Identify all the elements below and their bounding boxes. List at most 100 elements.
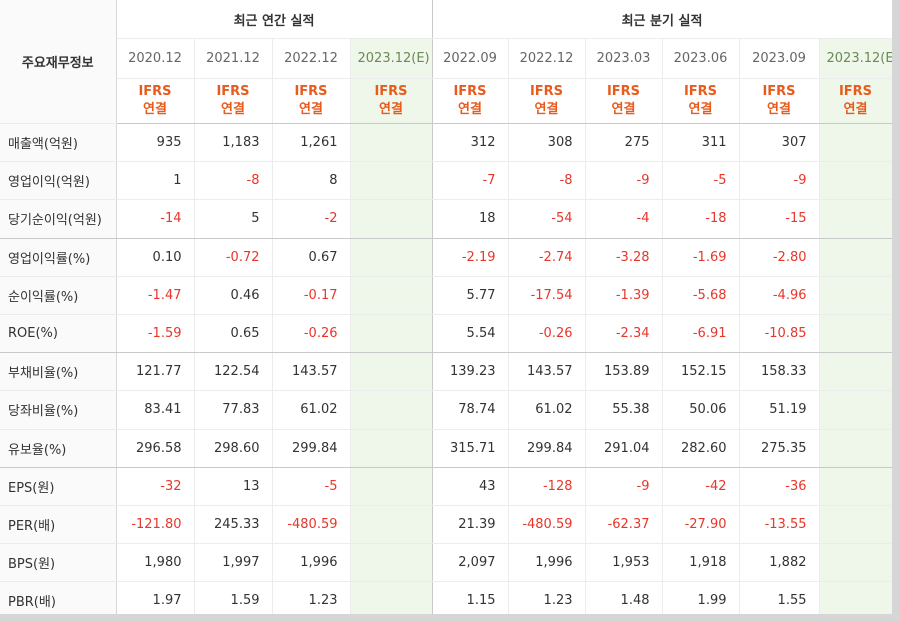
quarterly-value-cell: -17.54 [508, 276, 586, 315]
annual-period-header: 2023.12(E) [350, 38, 433, 79]
annual-value-cell: 245.33 [194, 505, 273, 545]
annual-value-cell: 77.83 [194, 390, 273, 430]
financial-summary-panel: 주요재무정보 최근 연간 실적 최근 분기 실적 2020.12 2021.12 2… [0, 0, 892, 614]
annual-value-cell: 121.77 [116, 352, 195, 392]
quarterly-value-cell: -27.90 [662, 505, 740, 545]
annual-value-cell [350, 314, 433, 354]
annual-value-cell: 1,183 [194, 123, 273, 163]
annual-value-cell [350, 543, 433, 583]
annual-value-cell: 1,997 [194, 543, 273, 583]
ifrs-label-bottom: 연결 [143, 102, 167, 117]
ifrs-label-top: IFRS [374, 84, 408, 99]
quarterly-value-cell: 275 [585, 123, 663, 163]
annual-value-cell: -5 [272, 467, 351, 506]
ifrs-label: IFRS 연결 [819, 78, 892, 124]
annual-value-cell [350, 390, 433, 430]
ifrs-label-bottom: 연결 [534, 102, 559, 117]
annual-value-cell: 143.57 [272, 352, 351, 392]
row-label: 영업이익(억원) [0, 161, 117, 201]
ifrs-row: IFRS 연결 IFRS 연결 IFRS 연결 IFRS 연결 IFRS 연결 IFRS 연결 IFRS… [0, 78, 892, 124]
quarterly-value-cell: 153.89 [585, 352, 663, 392]
annual-period-header: 2022.12 [272, 38, 351, 79]
annual-value-cell [350, 352, 433, 392]
ifrs-label-top: IFRS [216, 84, 250, 99]
table-row: PBR(배) 1.97 1.59 1.23 1.15 1.23 1.48 1.99 1.55 [0, 581, 892, 614]
row-label: EPS(원) [0, 467, 117, 506]
quarterly-value-cell: 78.74 [432, 390, 509, 430]
annual-value-cell [350, 199, 433, 239]
annual-value-cell: 1.97 [116, 581, 195, 614]
quarterly-value-cell [819, 467, 892, 506]
quarterly-value-cell: -4 [585, 199, 663, 239]
quarterly-value-cell: -9 [585, 467, 663, 506]
quarterly-value-cell: 308 [508, 123, 586, 163]
ifrs-label-bottom: 연결 [611, 102, 636, 117]
quarterly-value-cell: 50.06 [662, 390, 740, 430]
ifrs-label: IFRS 연결 [116, 78, 195, 124]
annual-value-cell: 0.10 [116, 238, 195, 277]
row-label: 유보율(%) [0, 429, 117, 468]
ifrs-label: IFRS 연결 [585, 78, 663, 124]
quarterly-value-cell: 1,882 [739, 543, 820, 583]
quarterly-value-cell [819, 429, 892, 468]
quarterly-value-cell [819, 505, 892, 545]
ifrs-label-bottom: 연결 [688, 102, 713, 117]
header-group-row: 주요재무정보 최근 연간 실적 최근 분기 실적 [0, 0, 892, 124]
quarterly-value-cell: 51.19 [739, 390, 820, 430]
quarterly-value-cell: 152.15 [662, 352, 740, 392]
annual-value-cell: -1.47 [116, 276, 195, 315]
quarterly-value-cell: 5.77 [432, 276, 509, 315]
quarterly-value-cell: 299.84 [508, 429, 586, 468]
quarterly-value-cell: -18 [662, 199, 740, 239]
ifrs-label-top: IFRS [683, 84, 718, 99]
period-row: 2020.12 2021.12 2022.12 2023.12(E) 2022.09 20… [0, 38, 892, 79]
annual-value-cell [350, 238, 433, 277]
quarterly-value-cell: 1,996 [508, 543, 586, 583]
quarterly-period-header: 2023.09 [739, 38, 820, 79]
quarterly-value-cell: 1.55 [739, 581, 820, 614]
quarterly-value-cell: -8 [508, 161, 586, 201]
annual-period-header: 2021.12 [194, 38, 273, 79]
quarterly-value-cell: 275.35 [739, 429, 820, 468]
quarterly-value-cell: 1,953 [585, 543, 663, 583]
annual-period-header: 2020.12 [116, 38, 195, 79]
annual-value-cell: -0.72 [194, 238, 273, 277]
row-label: 당좌비율(%) [0, 390, 117, 430]
quarterly-value-cell: -9 [739, 161, 820, 201]
annual-value-cell: 299.84 [272, 429, 351, 468]
quarterly-value-cell: -6.91 [662, 314, 740, 354]
annual-value-cell: 1.23 [272, 581, 351, 614]
quarterly-value-cell: 43 [432, 467, 509, 506]
quarterly-value-cell: -4.96 [739, 276, 820, 315]
table-row: 당좌비율(%) 83.41 77.83 61.02 78.74 61.02 55.38 50.… [0, 390, 892, 430]
annual-value-cell: -0.26 [272, 314, 351, 354]
quarterly-value-cell: 158.33 [739, 352, 820, 392]
row-label: PER(배) [0, 505, 117, 545]
annual-value-cell [350, 581, 433, 614]
annual-value-cell: 0.65 [194, 314, 273, 354]
quarterly-value-cell [819, 123, 892, 163]
quarterly-value-cell: -7 [432, 161, 509, 201]
ifrs-label-bottom: 연결 [843, 102, 868, 117]
quarterly-value-cell: -15 [739, 199, 820, 239]
quarterly-title: 최근 분기 실적 [432, 0, 892, 39]
quarterly-value-cell: -62.37 [585, 505, 663, 545]
quarterly-period-header: 2023.12(E) [819, 38, 892, 79]
quarterly-value-cell: -10.85 [739, 314, 820, 354]
quarterly-value-cell: 61.02 [508, 390, 586, 430]
quarterly-value-cell: 1,918 [662, 543, 740, 583]
annual-value-cell: 0.46 [194, 276, 273, 315]
annual-value-cell: 1 [116, 161, 195, 201]
quarterly-value-cell: 1.99 [662, 581, 740, 614]
quarterly-value-cell: 2,097 [432, 543, 509, 583]
row-label: PBR(배) [0, 581, 117, 614]
ifrs-label-top: IFRS [529, 84, 564, 99]
quarterly-value-cell: -54 [508, 199, 586, 239]
quarterly-value-cell: 311 [662, 123, 740, 163]
financial-table: 주요재무정보 최근 연간 실적 최근 분기 실적 2020.12 2021.12 2… [0, 0, 892, 614]
annual-value-cell: 0.67 [272, 238, 351, 277]
quarterly-value-cell: 55.38 [585, 390, 663, 430]
table-row: ROE(%) -1.59 0.65 -0.26 5.54 -0.26 -2.34 -6.91-… [0, 314, 892, 354]
ifrs-label-bottom: 연결 [458, 102, 482, 117]
table-row: PER(배) -121.80 245.33 -480.59 21.39 -480.59 -6… [0, 505, 892, 545]
